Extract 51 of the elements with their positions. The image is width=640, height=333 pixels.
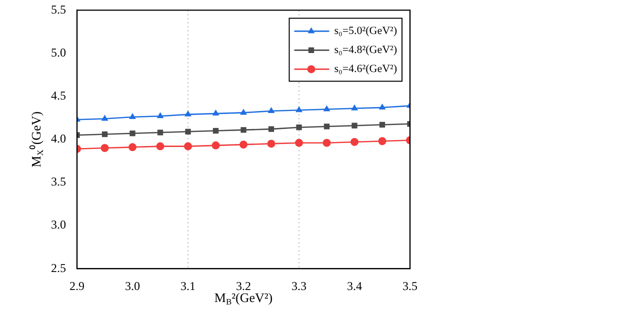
y-tick-label: 3.0 (51, 218, 66, 232)
point (130, 130, 136, 136)
x-tick-label: 3.1 (180, 278, 196, 293)
point (156, 112, 164, 118)
point (379, 122, 386, 128)
point (185, 128, 191, 134)
point (322, 138, 331, 147)
point (102, 131, 108, 138)
point (323, 105, 330, 112)
y-tick-label: 4.0 (51, 132, 66, 146)
x-tick-label: 3.3 (292, 278, 306, 293)
y-tick-label: 5.0 (51, 45, 66, 60)
x-tick-label: 3.2 (236, 278, 251, 293)
point (100, 144, 109, 152)
x-tick-label: 3.4 (347, 278, 362, 293)
x-tick-label: 3.0 (125, 278, 140, 293)
point (351, 104, 358, 110)
point (128, 143, 136, 152)
point (296, 124, 302, 130)
point (212, 128, 219, 134)
point (268, 126, 274, 132)
point (212, 110, 220, 116)
point (240, 127, 246, 133)
y-axis-title: MX⁰(GeV) (28, 111, 46, 168)
point (267, 140, 276, 148)
legend-label: s₀=4.8²(GeV²) (334, 44, 398, 56)
point (296, 106, 302, 112)
point (184, 142, 192, 150)
y-tick-label: 4.5 (51, 88, 66, 102)
point (184, 110, 192, 116)
point (378, 104, 386, 110)
point (129, 113, 136, 120)
legend-label: s₀=4.6²(GeV²) (334, 63, 398, 76)
x-tick-label: 2.9 (70, 278, 84, 293)
y-tick-label: 2.5 (51, 260, 66, 275)
legend-label: s₀=5.0²(GeV²) (334, 25, 398, 38)
point (240, 140, 248, 149)
point (157, 130, 164, 136)
point (212, 141, 220, 150)
y-tick-label: 3.5 (51, 174, 66, 189)
point (295, 138, 303, 147)
point (240, 108, 247, 115)
point (352, 122, 358, 128)
point (101, 114, 108, 121)
point (268, 106, 275, 113)
point (350, 138, 358, 146)
point (156, 142, 164, 150)
point (324, 124, 330, 130)
point (378, 137, 386, 146)
y-tick-label: 5.5 (51, 2, 66, 16)
x-tick-label: 3.5 (402, 278, 418, 293)
